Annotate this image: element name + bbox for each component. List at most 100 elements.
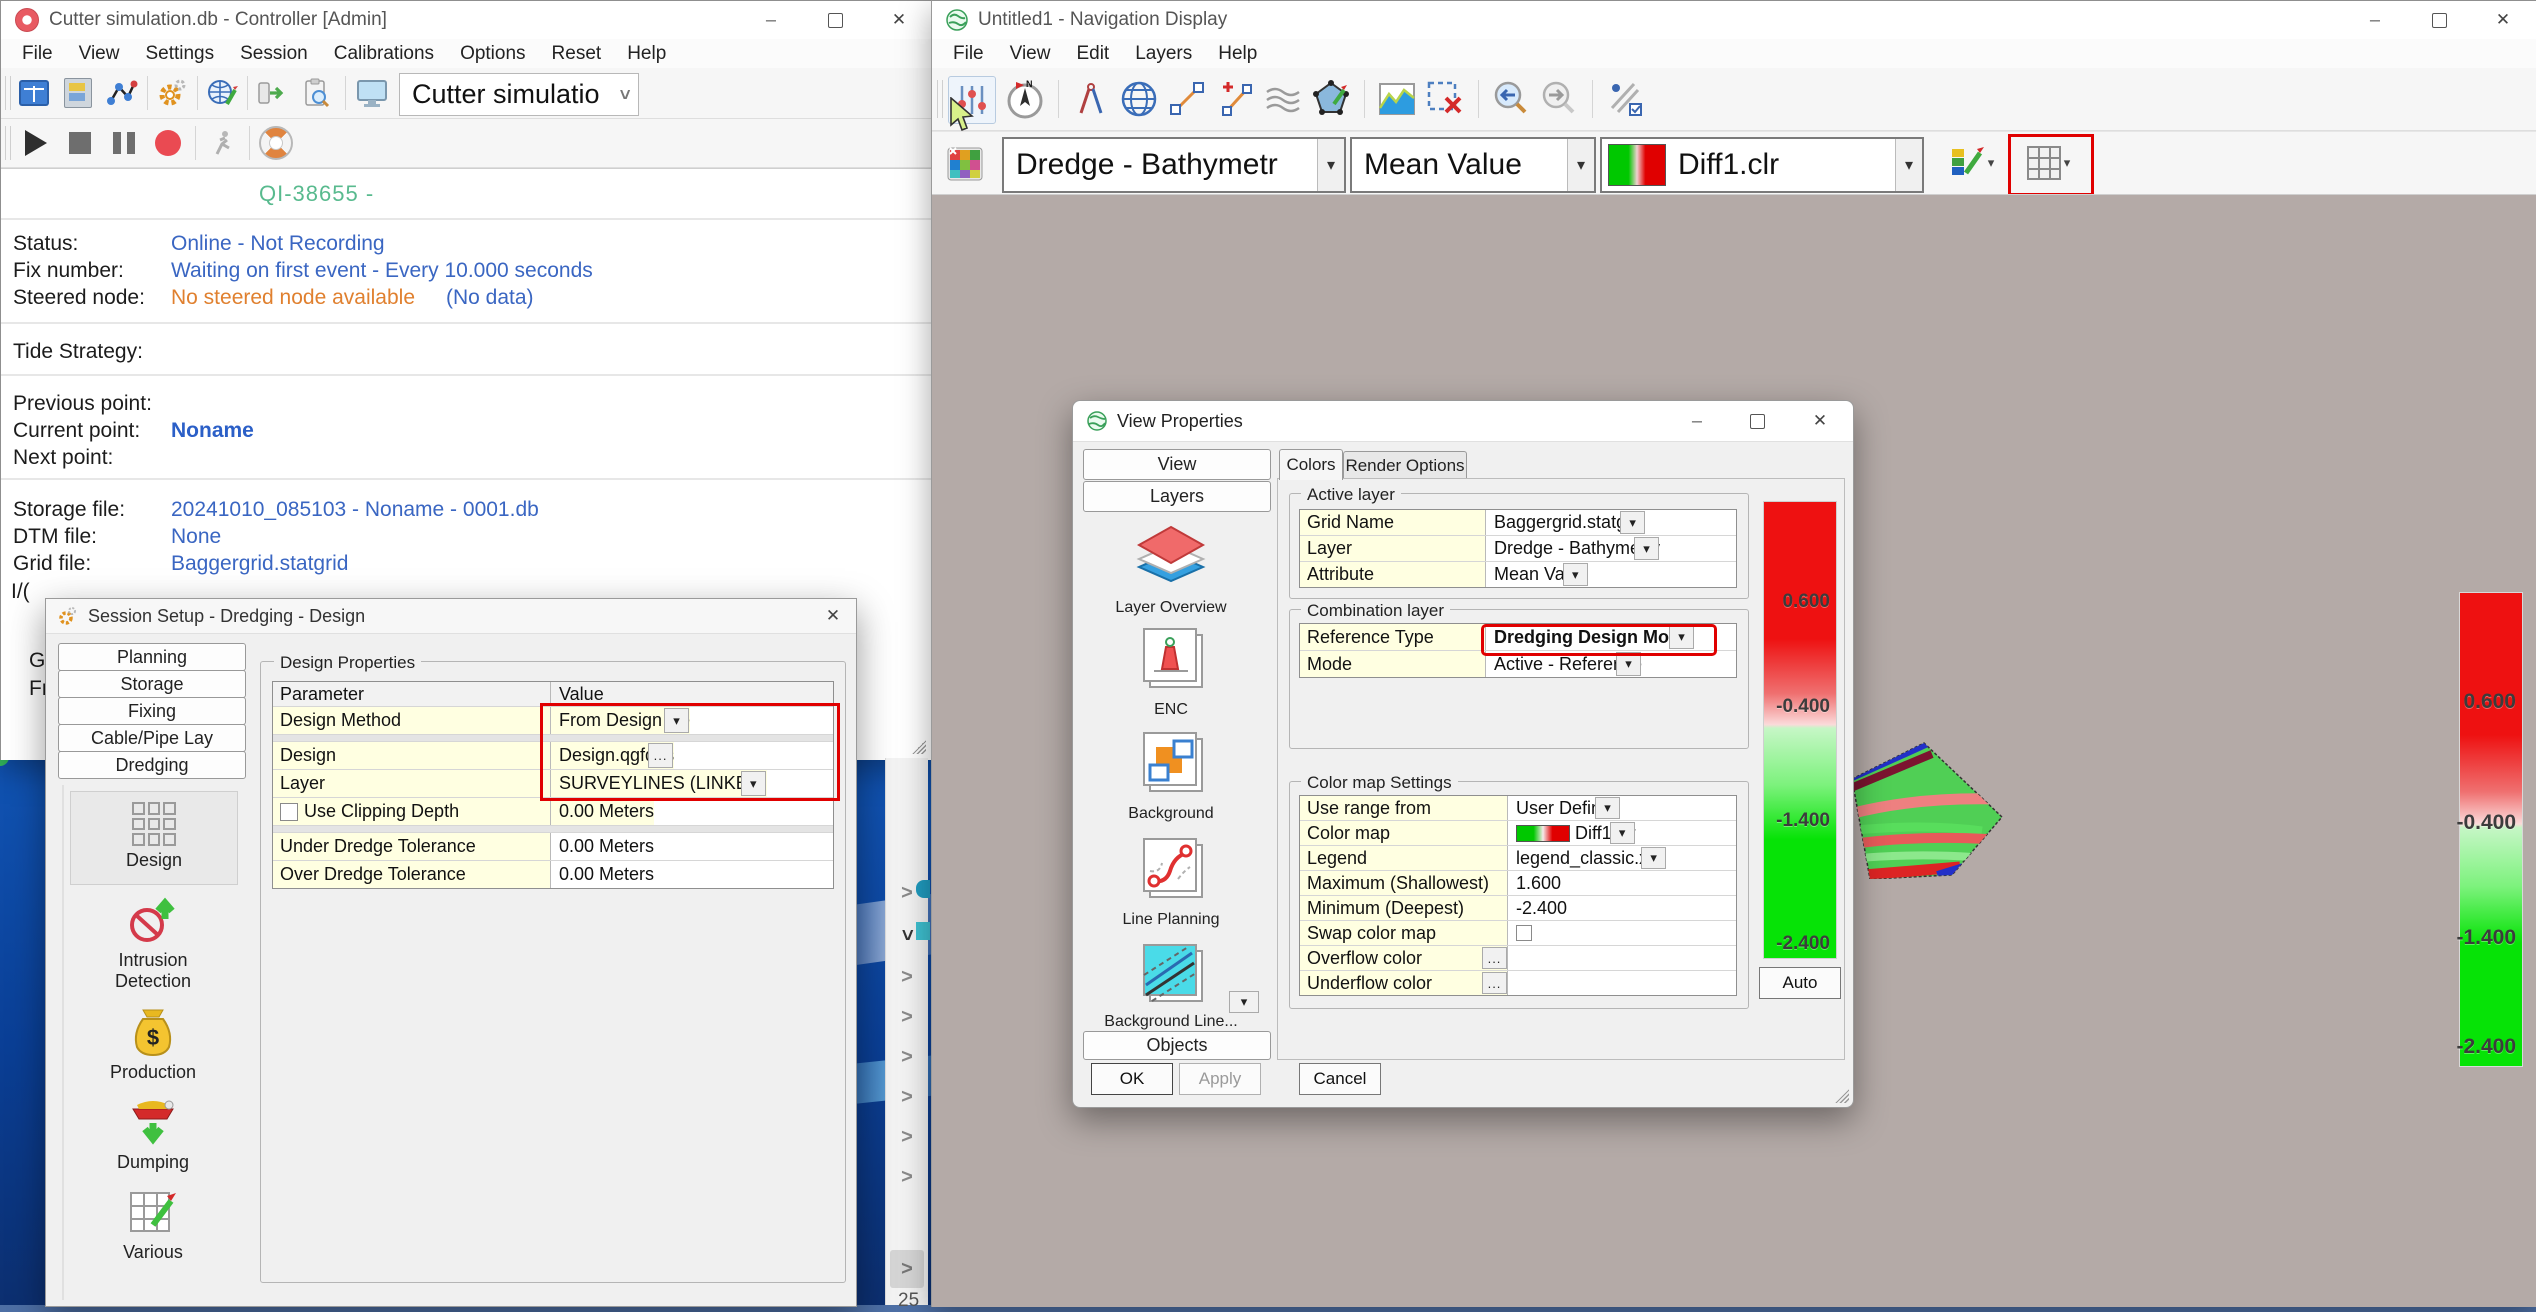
- vp-item-enc[interactable]: ENC: [1087, 625, 1255, 719]
- expand-chevron-icon[interactable]: [896, 1086, 918, 1108]
- value-cell-dropdown[interactable]: Diff1.clr: [1508, 821, 1636, 845]
- projection-globe-button[interactable]: [1116, 76, 1162, 122]
- menu-layers[interactable]: Layers: [1135, 42, 1193, 64]
- chevron-down-icon[interactable]: [1567, 139, 1594, 191]
- vp-maximize-icon[interactable]: [1732, 401, 1782, 441]
- zoom-previous-button[interactable]: [1488, 76, 1534, 122]
- expand-chevron-icon[interactable]: [896, 966, 918, 988]
- export-button[interactable]: [253, 74, 291, 112]
- tab-planning[interactable]: Planning: [58, 643, 246, 671]
- vp-item-background-line[interactable]: Background Line...: [1087, 941, 1259, 1031]
- value-cell-dropdown[interactable]: Active - Reference: [1486, 651, 1643, 677]
- tab-fixing[interactable]: Fixing: [58, 697, 246, 725]
- geodesy-button[interactable]: [203, 74, 241, 112]
- profile-chart-button[interactable]: [1374, 76, 1420, 122]
- chevron-down-icon[interactable]: [1609, 822, 1635, 844]
- collapse-chevron-icon[interactable]: [896, 924, 918, 946]
- tab-dredging[interactable]: Dredging: [58, 751, 246, 779]
- replay-review-button[interactable]: [297, 74, 335, 112]
- menu-help[interactable]: Help: [1218, 42, 1258, 64]
- menu-settings[interactable]: Settings: [145, 42, 215, 64]
- expand-chevron-icon[interactable]: [896, 1006, 918, 1028]
- controller-maximize-icon[interactable]: [804, 1, 866, 39]
- edit-polygon-button[interactable]: [1308, 76, 1354, 122]
- session-dialog-close-icon[interactable]: [810, 599, 856, 633]
- navigation-minimize-icon[interactable]: [2344, 1, 2406, 39]
- session-selector-combo[interactable]: Cutter simulatio >: [399, 73, 639, 116]
- stop-button[interactable]: [61, 124, 99, 162]
- measure-distance-button[interactable]: [1068, 76, 1114, 122]
- tab-cable-pipe-lay[interactable]: Cable/Pipe Lay: [58, 724, 246, 752]
- menu-view[interactable]: View: [1009, 42, 1051, 64]
- nav-item-design[interactable]: Design: [70, 791, 238, 885]
- vp-minimize-icon[interactable]: [1672, 401, 1722, 441]
- value-cell-input[interactable]: 1.600: [1508, 871, 1562, 895]
- menu-file[interactable]: File: [22, 42, 53, 64]
- value-cell-dropdown[interactable]: Dredging Design Model: [1486, 624, 1696, 650]
- contours-button[interactable]: [1260, 76, 1306, 122]
- record-button[interactable]: [149, 124, 187, 162]
- color-matrix-button[interactable]: [940, 138, 990, 188]
- vp-tab-view[interactable]: View: [1083, 449, 1271, 480]
- chevron-down-icon[interactable]: [1595, 797, 1621, 819]
- chevron-down-icon[interactable]: [1641, 847, 1667, 869]
- vp-tab-objects[interactable]: Objects: [1083, 1031, 1271, 1060]
- value-cell-dropdown[interactable]: Baggergrid.statgrid: [1486, 510, 1647, 535]
- vp-resize-grip[interactable]: [1835, 1089, 1849, 1103]
- help-lifebuoy-button[interactable]: [257, 124, 295, 162]
- tab-colors[interactable]: Colors: [1279, 449, 1343, 480]
- add-line-button[interactable]: [1212, 76, 1258, 122]
- chevron-down-icon[interactable]: [1669, 625, 1695, 649]
- value-cell-dropdown[interactable]: Dredge - Bathymetry: [1486, 536, 1661, 561]
- value-cell-dropdown[interactable]: User Defined: [1508, 796, 1622, 820]
- value-cell-dropdown[interactable]: Mean Value: [1486, 562, 1589, 587]
- vp-item-layer-overview[interactable]: Layer Overview: [1087, 523, 1255, 617]
- pause-button[interactable]: [105, 124, 143, 162]
- menu-view[interactable]: View: [78, 42, 120, 64]
- session-monitor-button[interactable]: [353, 74, 391, 112]
- swap-colormap-checkbox[interactable]: [1516, 925, 1532, 941]
- chevron-down-icon[interactable]: [1562, 563, 1588, 586]
- auto-button[interactable]: Auto: [1759, 967, 1841, 999]
- value-cell-dropdown[interactable]: legend_classic.xml: [1508, 846, 1668, 870]
- chevron-down-icon[interactable]: [740, 771, 766, 796]
- vp-close-icon[interactable]: [1795, 401, 1845, 441]
- chevron-down-icon[interactable]: [1620, 511, 1646, 534]
- clear-selection-button[interactable]: [1422, 76, 1468, 122]
- vp-item-line-planning[interactable]: Line Planning: [1087, 835, 1255, 929]
- color-edit-button[interactable]: ▾: [1942, 140, 2000, 186]
- menu-options[interactable]: Options: [460, 42, 526, 64]
- database-setup-button[interactable]: [15, 74, 53, 112]
- value-cell[interactable]: 0.00 Meters: [551, 798, 655, 825]
- underflow-color-button[interactable]: [1482, 972, 1507, 994]
- chevron-down-icon[interactable]: [1229, 991, 1259, 1013]
- vp-tab-layers[interactable]: Layers: [1083, 481, 1271, 512]
- nav-item-various[interactable]: Various: [70, 1187, 236, 1271]
- nav-item-intrusion-detection[interactable]: Intrusion Detection: [70, 897, 236, 993]
- tab-storage[interactable]: Storage: [58, 670, 246, 698]
- menu-edit[interactable]: Edit: [1076, 42, 1110, 64]
- value-cell[interactable]: 0.00 Meters: [551, 833, 655, 860]
- menu-file[interactable]: File: [953, 42, 984, 64]
- menu-reset[interactable]: Reset: [551, 42, 602, 64]
- expand-chevron-icon[interactable]: [896, 1046, 918, 1068]
- expand-chevron-selected[interactable]: >: [890, 1250, 924, 1288]
- nav-item-dumping[interactable]: Dumping: [70, 1097, 236, 1177]
- attribute-combo[interactable]: Mean Value: [1350, 137, 1596, 193]
- display-setup-button[interactable]: [59, 74, 97, 112]
- value-cell-checkbox[interactable]: [1508, 921, 1538, 945]
- value-cell-file[interactable]: Design.qgfdes: [551, 742, 675, 769]
- network-nodes-button[interactable]: [103, 74, 141, 112]
- chevron-down-icon[interactable]: [1895, 139, 1922, 191]
- zoom-next-button[interactable]: [1536, 76, 1582, 122]
- navigation-close-icon[interactable]: [2472, 1, 2534, 39]
- menu-session[interactable]: Session: [240, 42, 308, 64]
- vp-item-background[interactable]: Background: [1087, 729, 1255, 823]
- cancel-button[interactable]: Cancel: [1299, 1063, 1381, 1095]
- chevron-down-icon[interactable]: [1634, 537, 1660, 560]
- value-cell-dropdown[interactable]: From Design file: [551, 707, 691, 734]
- value-cell-dropdown[interactable]: SURVEYLINES (LINKED): [551, 770, 767, 797]
- expand-chevron-icon[interactable]: [896, 882, 918, 904]
- settings-gear-button[interactable]: [153, 74, 191, 112]
- apply-button[interactable]: Apply: [1179, 1063, 1261, 1095]
